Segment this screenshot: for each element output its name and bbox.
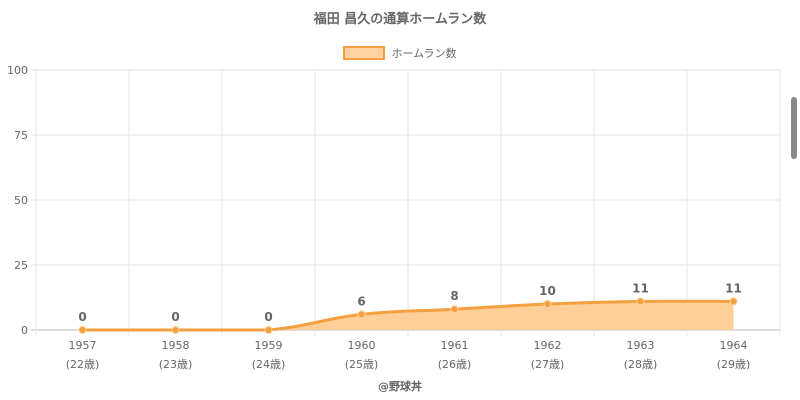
series-line bbox=[82, 299, 734, 332]
y-tick-label: 100 bbox=[7, 64, 28, 77]
y-tick-label: 50 bbox=[14, 194, 28, 207]
data-point bbox=[264, 326, 273, 334]
x-tick-label: 1962 bbox=[534, 339, 562, 352]
x-tick-sublabel: (28歳) bbox=[624, 358, 658, 371]
y-tick-label: 0 bbox=[21, 324, 28, 337]
data-point bbox=[543, 300, 552, 308]
x-tick-label: 1958 bbox=[162, 339, 190, 352]
x-tick-label: 1964 bbox=[720, 339, 748, 352]
series-area bbox=[82, 301, 734, 330]
x-tick-sublabel: (27歳) bbox=[531, 358, 565, 371]
data-label: 0 bbox=[171, 310, 179, 324]
x-tick-sublabel: (26歳) bbox=[438, 358, 472, 371]
legend-swatch bbox=[343, 46, 386, 60]
x-tick-sublabel: (25歳) bbox=[345, 358, 379, 371]
data-point bbox=[171, 326, 180, 334]
data-point bbox=[357, 310, 366, 319]
legend-label: ホームラン数 bbox=[391, 47, 457, 60]
legend[interactable]: ホームラン数 bbox=[0, 45, 800, 61]
chart-title: 福田 昌久の通算ホームラン数 bbox=[313, 12, 487, 27]
x-tick-sublabel: (22歳) bbox=[66, 358, 100, 371]
data-label: 11 bbox=[725, 281, 742, 295]
x-tick-label: 1961 bbox=[441, 339, 469, 352]
x-tick-label: 1957 bbox=[69, 339, 97, 352]
data-label: 10 bbox=[539, 284, 556, 298]
data-point bbox=[78, 326, 87, 334]
x-tick-sublabel: (24歳) bbox=[252, 358, 286, 371]
y-tick-label: 25 bbox=[14, 259, 28, 272]
y-tick-label: 75 bbox=[14, 129, 28, 142]
data-point bbox=[450, 305, 459, 314]
data-label: 8 bbox=[450, 289, 458, 303]
x-tick-label: 1963 bbox=[627, 339, 655, 352]
data-point bbox=[636, 297, 645, 306]
x-tick-sublabel: (29歳) bbox=[717, 358, 751, 371]
credit-text: @野球丼 bbox=[378, 380, 422, 393]
data-label: 6 bbox=[357, 294, 365, 308]
scrollbar[interactable] bbox=[791, 97, 797, 159]
x-tick-sublabel: (23歳) bbox=[159, 358, 193, 371]
data-label: 0 bbox=[78, 310, 86, 324]
data-point bbox=[729, 297, 738, 306]
x-tick-label: 1959 bbox=[255, 339, 283, 352]
x-tick-label: 1960 bbox=[348, 339, 376, 352]
data-label: 0 bbox=[264, 310, 272, 324]
data-label: 11 bbox=[632, 281, 649, 295]
